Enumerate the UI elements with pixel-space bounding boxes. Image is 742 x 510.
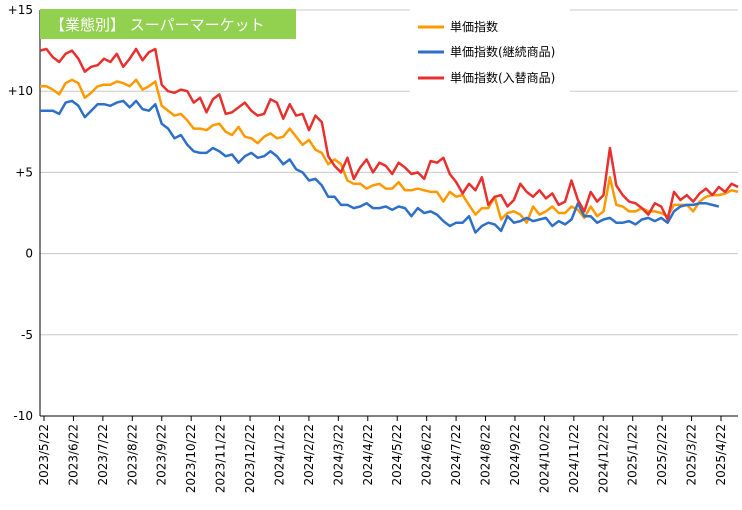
series-lines [39,47,739,234]
x-tick-label: 2024/2/22 [302,424,316,486]
y-tick-label: +5 [15,165,33,179]
x-tick-label: 2023/9/22 [155,424,169,486]
chart-title-text: 【業態別】 スーパーマーケット [50,16,265,34]
x-tick-label: 2023/10/22 [184,424,198,493]
y-tick-label: +10 [8,84,33,98]
title-background [40,9,296,39]
x-tick-label: 2025/2/22 [655,424,669,486]
series-line-1 [40,99,720,234]
y-tick-label: -5 [21,328,33,342]
x-tick-label: 2024/11/22 [567,424,581,493]
legend-label: 単価指数(継続商品) [450,44,555,59]
y-tick-label: 0 [25,247,33,261]
x-tick-label: 2025/4/22 [714,424,728,486]
x-tick-label: 2023/7/22 [96,424,110,486]
x-tick-label: 2023/11/22 [214,424,228,493]
series-line-0 [40,78,739,224]
legend-label: 単価指数(入替商品) [450,70,555,85]
x-tick-label: 2023/8/22 [125,424,139,486]
x-tick-label: 2024/10/22 [537,424,551,493]
x-tick-label: 2024/1/22 [272,424,286,486]
x-tick-label: 2023/6/22 [66,424,80,486]
x-axis-ticks: 2023/5/22 2023/6/22 2023/7/22 2023/8/22 2023… [37,416,728,493]
x-tick-label: 2024/4/22 [361,424,375,486]
y-tick-label: +15 [8,3,33,17]
x-tick-label: 2024/7/22 [449,424,463,486]
y-axis-ticks: -10 -5 0 +5 +10 +15 [8,3,33,423]
x-tick-label: 2024/8/22 [479,424,493,486]
x-tick-label: 2025/3/22 [685,424,699,486]
x-tick-label: 2025/1/22 [626,424,640,486]
y-tick-label: -10 [13,409,33,423]
x-tick-label: 2024/3/22 [331,424,345,486]
x-tick-label: 2024/9/22 [508,424,522,486]
chart-title: 【業態別】 スーパーマーケット [40,9,296,39]
series-line-2 [39,47,739,221]
gridlines [39,9,738,417]
x-tick-label: 2023/12/22 [243,424,257,493]
x-tick-label: 2024/6/22 [420,424,434,486]
x-tick-label: 2024/12/22 [596,424,610,493]
legend-label: 単価指数 [450,19,498,34]
x-tick-label: 2024/5/22 [390,424,404,486]
x-tick-label: 2023/5/22 [37,424,51,486]
